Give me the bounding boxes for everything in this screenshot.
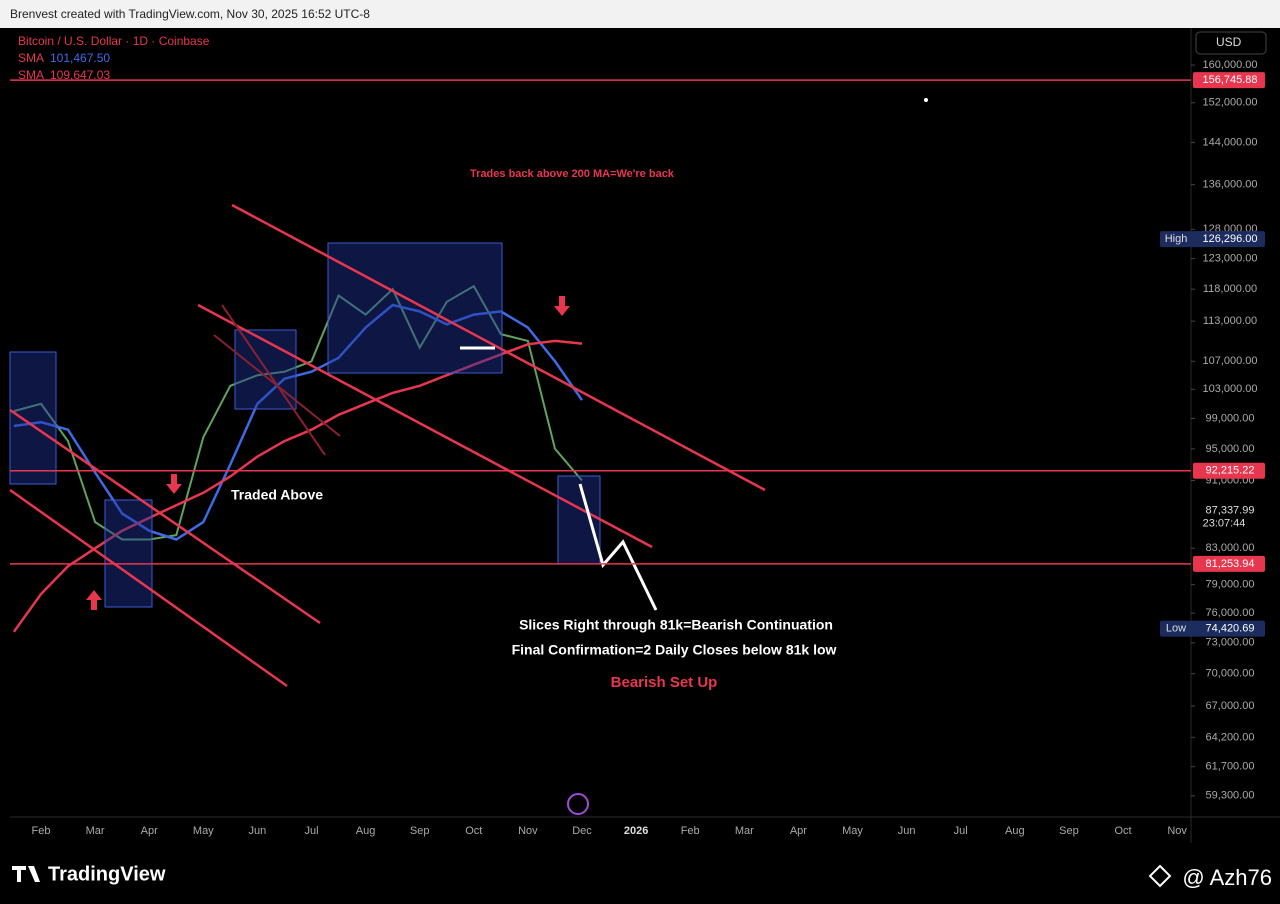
extreme-label: 74,420.69 — [1206, 623, 1255, 635]
annotation: Trades back above 200 MA=We're back — [470, 168, 675, 180]
sma-line — [13, 303, 584, 541]
price-tag-label: 92,215.22 — [1206, 465, 1255, 477]
arrow-up — [86, 590, 102, 610]
dot — [924, 98, 928, 102]
extreme-label: 126,296.00 — [1202, 233, 1257, 245]
header-text: Brenvest created with TradingView.com, N… — [10, 7, 370, 21]
extreme-tag — [1160, 231, 1265, 248]
x-tick-label: Aug — [1005, 825, 1025, 837]
annotation: Bearish Set Up — [611, 674, 718, 691]
y-tick-label: 136,000.00 — [1202, 179, 1257, 191]
x-tick-label: May — [842, 825, 863, 837]
y-tick-label: 103,000.00 — [1202, 383, 1257, 395]
x-tick-label: May — [193, 825, 214, 837]
legend-value: 109,647.03 — [50, 68, 110, 82]
y-tick-label: 113,000.00 — [1203, 315, 1257, 327]
y-tick-label: 73,000.00 — [1206, 637, 1255, 649]
price-tag — [1193, 72, 1265, 89]
x-tick-label: Mar — [735, 825, 754, 837]
y-tick-label: 83,000.00 — [1206, 542, 1255, 554]
drawings — [9, 98, 928, 815]
trendline — [213, 334, 341, 437]
brand-logo — [12, 866, 40, 882]
extreme-name: Low — [1166, 623, 1186, 635]
x-tick-label: Apr — [790, 825, 807, 837]
current-price: 87,337.99 — [1206, 505, 1255, 517]
x-tick-label: Aug — [356, 825, 376, 837]
price-tag — [1193, 500, 1265, 529]
legend-value: 101,467.50 — [50, 51, 110, 65]
x-tick-label: Nov — [1167, 825, 1187, 837]
y-tick-label: 79,000.00 — [1206, 579, 1255, 591]
price-line — [13, 284, 583, 541]
x-tick-label: 2026 — [624, 825, 648, 837]
legend-name: SMA — [18, 51, 44, 65]
x-tick-label: Jul — [954, 825, 968, 837]
box — [327, 242, 503, 374]
trendline — [197, 303, 653, 549]
arrow-down — [166, 474, 182, 494]
annotation: Slices Right through 81k=Bearish Continu… — [519, 617, 833, 633]
extreme-tag — [1160, 620, 1265, 637]
box — [9, 351, 57, 485]
y-tick-label: 70,000.00 — [1206, 668, 1255, 680]
y-tick-label: 144,000.00 — [1202, 137, 1257, 149]
author-logo — [1148, 864, 1172, 888]
icon[interactable] — [567, 793, 589, 815]
y-tick-label: 99,000.00 — [1206, 412, 1255, 424]
countdown: 23:07:44 — [1203, 518, 1246, 530]
currency-button[interactable] — [1195, 31, 1267, 55]
y-tick-label: 76,000.00 — [1206, 607, 1255, 619]
x-tick-label: Jun — [898, 825, 916, 837]
trendline — [9, 408, 321, 625]
price-tag-label: 81,253.94 — [1206, 558, 1255, 570]
trendline — [221, 304, 326, 456]
author: @ Azh76 — [1182, 865, 1272, 890]
annotation: Final Confirmation=2 Daily Closes below … — [512, 642, 837, 658]
y-tick-label: 107,000.00 — [1202, 355, 1257, 367]
price-tag — [1193, 555, 1265, 572]
sma-line — [12, 339, 583, 633]
x-tick-label: Jul — [304, 825, 318, 837]
x-tick-label: Nov — [518, 825, 538, 837]
header-bar — [0, 0, 1280, 28]
extreme-name: High — [1165, 233, 1188, 245]
y-tick-label: 61,700.00 — [1206, 761, 1255, 773]
plot-area — [10, 28, 1190, 817]
symbol: Bitcoin / U.S. Dollar · 1D · Coinbase — [18, 34, 210, 48]
brand: TradingView — [48, 863, 166, 885]
x-tick-label: Jun — [249, 825, 267, 837]
trendline — [9, 488, 288, 688]
projection-path — [578, 483, 658, 611]
x-tick-label: Sep — [1059, 825, 1079, 837]
y-tick-label: 59,300.00 — [1206, 790, 1255, 802]
y-tick-label: 123,000.00 — [1202, 253, 1257, 265]
trendline — [231, 203, 766, 492]
x-tick-label: Oct — [1114, 825, 1131, 837]
x-tick-label: Sep — [410, 825, 430, 837]
price-tag — [1193, 462, 1265, 479]
y-tick-label: 67,000.00 — [1206, 700, 1255, 712]
legend-name: SMA — [18, 68, 44, 82]
y-tick-label: 64,200.00 — [1206, 731, 1255, 743]
annotation: Traded Above — [231, 487, 323, 503]
x-tick-label: Apr — [141, 825, 158, 837]
currency[interactable]: USD — [1216, 35, 1242, 49]
box — [104, 499, 153, 608]
box — [557, 475, 601, 565]
y-tick-label: 152,000.00 — [1202, 97, 1257, 109]
x-tick-label: Feb — [681, 825, 700, 837]
x-tick-label: Oct — [465, 825, 482, 837]
arrow-down — [554, 296, 570, 316]
y-tick-label: 95,000.00 — [1206, 443, 1255, 455]
x-tick-label: Feb — [32, 825, 51, 837]
price-tag-label: 156,745.88 — [1202, 74, 1257, 86]
y-tick-label: 118,000.00 — [1203, 283, 1257, 295]
x-tick-label: Dec — [572, 825, 592, 837]
y-tick-label: 160,000.00 — [1202, 59, 1257, 71]
x-tick-label: Mar — [86, 825, 105, 837]
